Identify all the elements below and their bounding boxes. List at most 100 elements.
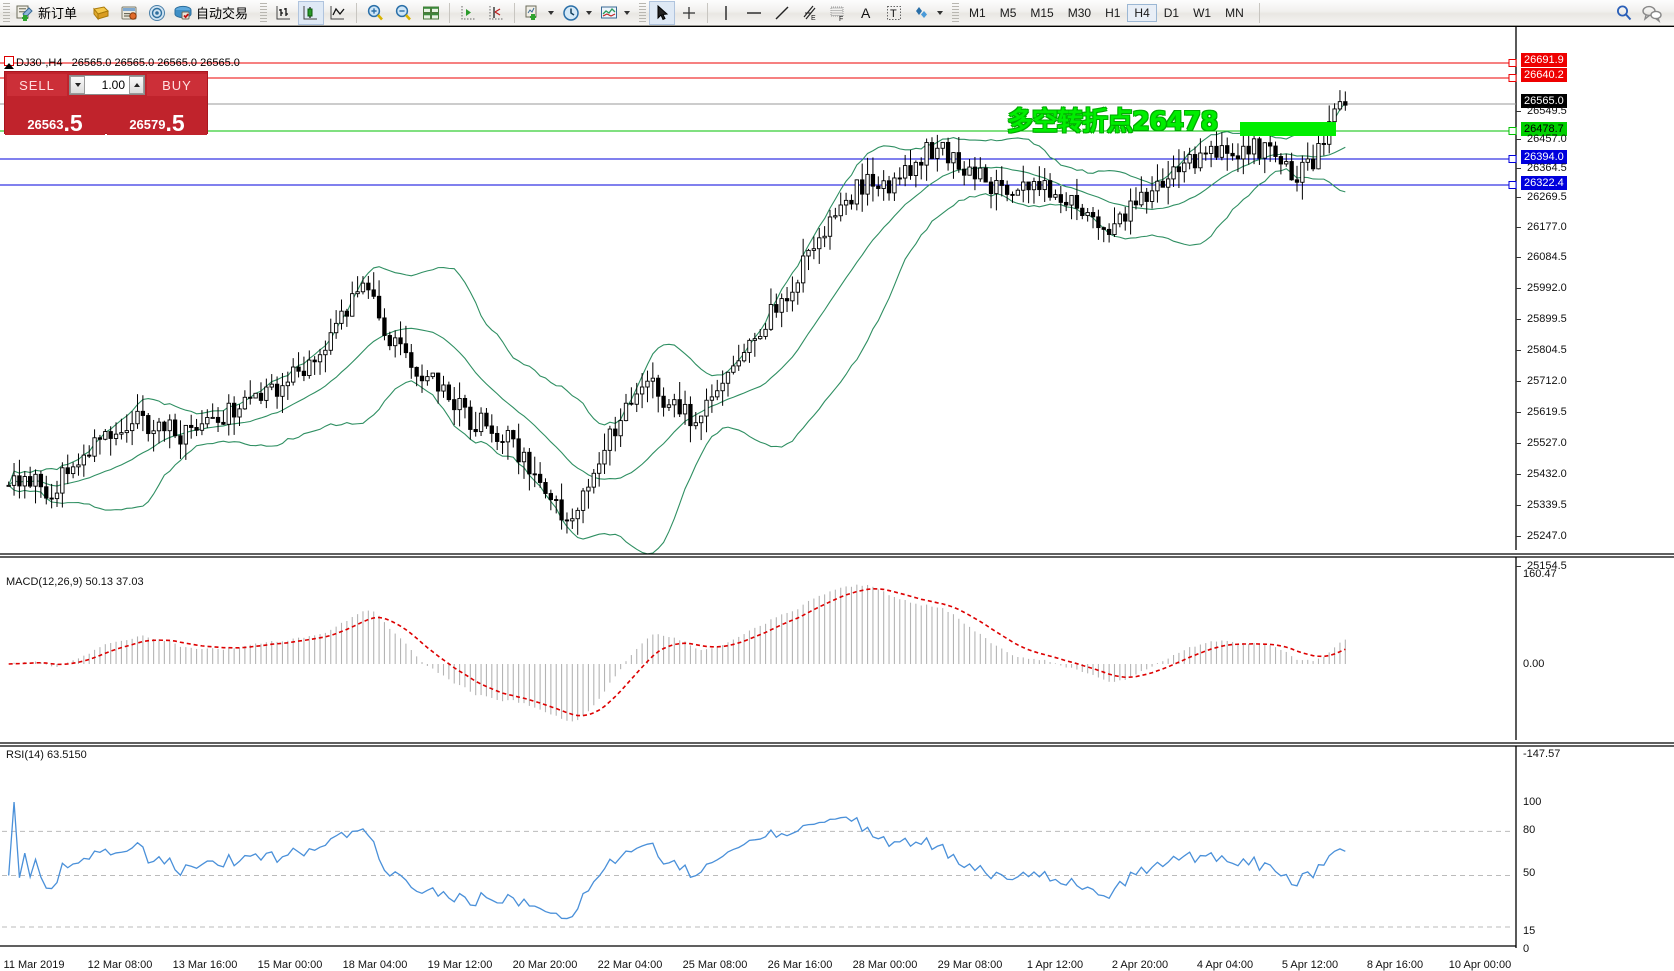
- trendline-icon: [775, 6, 789, 19]
- price-tag-26640.2[interactable]: 26640.2: [1521, 68, 1567, 82]
- bar-chart-button[interactable]: [270, 1, 298, 25]
- timeframe-w1[interactable]: W1: [1193, 5, 1212, 20]
- time-tick-label: 25 Mar 08:00: [682, 959, 748, 971]
- sell-button[interactable]: SELL: [7, 74, 67, 96]
- macd-scale-label: 160.47: [1523, 568, 1557, 580]
- price-tick-label: 25432.0: [1527, 468, 1567, 480]
- sell-price-decimal: .5: [63, 110, 83, 136]
- timeframe-h4[interactable]: H4: [1127, 3, 1157, 22]
- price-tick-label: 25804.5: [1527, 344, 1567, 356]
- price-tick-label: 25154.5: [1527, 560, 1567, 572]
- lot-size-value[interactable]: 1.00: [101, 78, 125, 92]
- line-chart-button[interactable]: [324, 1, 352, 25]
- text-icon: A: [861, 5, 871, 21]
- search-icon: [1617, 5, 1632, 20]
- shapes-button[interactable]: [908, 1, 936, 25]
- time-tick-label: 8 Apr 16:00: [1366, 959, 1424, 971]
- timeframe-d1[interactable]: D1: [1163, 5, 1180, 20]
- navigator-button[interactable]: [115, 1, 143, 25]
- rsi-scale-label: 80: [1523, 824, 1536, 836]
- timeframe-m15[interactable]: M15: [1030, 5, 1054, 20]
- auto-scroll-button[interactable]: [454, 1, 482, 25]
- level-handle: [1508, 155, 1517, 163]
- auto-trade-button[interactable]: 自动交易: [171, 1, 250, 25]
- crosshair-button[interactable]: [675, 1, 703, 25]
- cursor-button[interactable]: [649, 0, 676, 25]
- trade-panel-top-row: SELL 1.00 BUY: [5, 72, 209, 98]
- horizontal-line-button[interactable]: [740, 1, 768, 25]
- search-button[interactable]: [1610, 1, 1638, 25]
- text-label-button[interactable]: T: [880, 1, 908, 25]
- shapes-dropdown-caret[interactable]: [937, 10, 944, 15]
- indicators-button[interactable]: [519, 1, 547, 25]
- periods-dropdown-caret[interactable]: [586, 10, 593, 15]
- chart-canvas[interactable]: [0, 27, 1674, 948]
- timeframe-m5[interactable]: M5: [999, 5, 1017, 20]
- one-click-trade-panel[interactable]: SELL 1.00 BUY 26563 .5 26579 .5: [4, 71, 209, 135]
- vertical-line-button[interactable]: [712, 1, 740, 25]
- templates-button[interactable]: [595, 1, 623, 25]
- price-tick-mark: [1516, 319, 1521, 320]
- price-tag-26565.0[interactable]: 26565.0: [1521, 94, 1567, 108]
- price-tick-label: 25992.0: [1527, 282, 1567, 294]
- zoom-in-button[interactable]: [361, 1, 389, 25]
- shapes-icon: [916, 6, 928, 18]
- toolbar-separator-3: [514, 2, 516, 23]
- timeframe-m1[interactable]: M1: [969, 5, 986, 20]
- time-tick-label: 29 Mar 08:00: [937, 959, 1003, 971]
- price-tag-26478.7[interactable]: 26478.7: [1521, 122, 1567, 136]
- auto-trade-label: 自动交易: [196, 6, 249, 21]
- chart-symbol-label: DJ30-,H4: [16, 57, 63, 69]
- level-highlight-marker: [1240, 122, 1336, 136]
- svg-text:T: T: [890, 8, 897, 20]
- toolbar-grip[interactable]: [3, 2, 10, 23]
- lot-increase-button[interactable]: [129, 76, 144, 94]
- chart-scale-triangle: [4, 63, 14, 69]
- lot-decrease-button[interactable]: [70, 76, 85, 94]
- price-tag-26322.4[interactable]: 26322.4: [1521, 176, 1567, 190]
- price-tag-26691.9[interactable]: 26691.9: [1521, 53, 1567, 67]
- new-order-button[interactable]: 新订单: [13, 1, 79, 25]
- trade-panel-price-row: 26563 .5 26579 .5: [5, 98, 209, 135]
- level-handle: [1508, 181, 1517, 189]
- svg-text:A: A: [861, 5, 871, 21]
- fibonacci-button[interactable]: F: [824, 1, 852, 25]
- timeframe-mn[interactable]: MN: [1225, 5, 1244, 20]
- toolbar-grip-2[interactable]: [260, 2, 268, 23]
- text-button[interactable]: A: [852, 1, 880, 25]
- price-tick-label: 26269.5: [1527, 191, 1567, 203]
- price-tick-mark: [1516, 474, 1521, 475]
- toolbar-grip-3[interactable]: [639, 2, 647, 23]
- sell-price-cell[interactable]: 26563 .5: [5, 98, 105, 135]
- chart-shift-button[interactable]: [482, 1, 510, 25]
- candlestick-chart-button[interactable]: [298, 0, 325, 25]
- price-tick-mark: [1516, 257, 1521, 258]
- buy-button[interactable]: BUY: [147, 74, 207, 96]
- price-tick-label: 25527.0: [1527, 437, 1567, 449]
- templates-dropdown-caret[interactable]: [624, 10, 631, 15]
- zoom-out-button[interactable]: [389, 1, 417, 25]
- chart-shift-icon: [489, 5, 504, 19]
- buy-price-cell[interactable]: 26579 .5: [107, 98, 207, 135]
- toolbar-grip-4[interactable]: [952, 2, 960, 23]
- timeframe-h1[interactable]: H1: [1105, 5, 1121, 20]
- periods-button[interactable]: [557, 1, 585, 25]
- templates-icon: [601, 6, 618, 18]
- price-tag-26394.0[interactable]: 26394.0: [1521, 150, 1567, 164]
- time-tick-label: 13 Mar 16:00: [172, 959, 238, 971]
- indicators-dropdown-caret[interactable]: [548, 10, 555, 15]
- trendline-button[interactable]: [768, 1, 796, 25]
- chart-area[interactable]: DJ30-,H4 26565.0 26565.0 26565.0 26565.0…: [0, 26, 1674, 971]
- main-toolbar: 新订单 自动交易: [0, 0, 1674, 26]
- market-watch-button[interactable]: [143, 1, 171, 25]
- terminal-button[interactable]: [87, 1, 115, 25]
- time-tick-label: 10 Apr 00:00: [1448, 959, 1512, 971]
- tile-windows-button[interactable]: [417, 1, 445, 25]
- lot-size-stepper[interactable]: 1.00: [69, 75, 145, 95]
- time-tick-label: 15 Mar 00:00: [257, 959, 323, 971]
- equidistant-channel-button[interactable]: E: [796, 1, 824, 25]
- chat-button[interactable]: [1638, 1, 1666, 25]
- macd-scale-label: -147.57: [1523, 748, 1561, 760]
- toolbar-separator-5: [1258, 2, 1260, 23]
- timeframe-m30[interactable]: M30: [1067, 5, 1092, 20]
